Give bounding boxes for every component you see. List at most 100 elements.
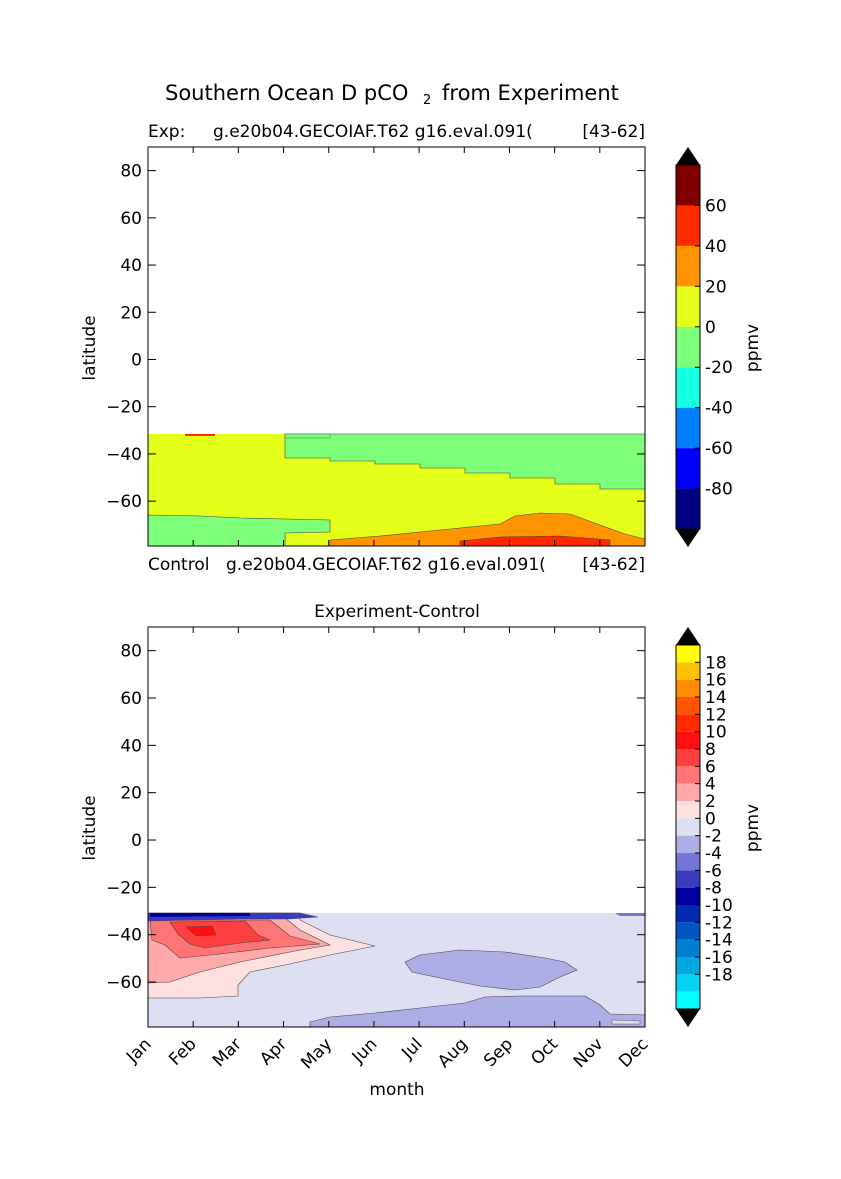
bottom-ytick-label: −40	[106, 926, 142, 946]
top-ytick-label: −40	[106, 445, 142, 465]
top-colorbar-swatch	[676, 165, 700, 206]
bottom-ytick-label: 0	[131, 831, 142, 851]
bottom-axes-frame	[147, 626, 646, 1028]
bottom-colorbar-swatch	[676, 922, 700, 940]
top-region-small-patch	[185, 434, 215, 436]
bottom-xtick-label: Sep	[480, 1034, 517, 1071]
top-region-40-60	[459, 535, 611, 546]
top-ytick-label: 20	[120, 303, 142, 323]
bottom-y-ticks: 80 60 40 20 0 −20 −40 −60	[106, 642, 645, 993]
bottom-xtick-label: Jul	[397, 1034, 426, 1063]
bottom-colorbar-swatch	[676, 749, 700, 767]
bottom-xtick-label: Jun	[348, 1034, 382, 1068]
bottom-ytick-label: −20	[106, 878, 142, 898]
top-region-neg20-0-south	[148, 514, 331, 546]
bottom-colorbar-swatch	[676, 731, 700, 749]
top-ytick-label: 60	[120, 209, 142, 229]
top-colorbar-swatch	[676, 448, 700, 489]
top-bottom-left-label: Control	[148, 555, 209, 575]
bottom-colorbar-tick-label: -4	[705, 844, 722, 864]
top-ylabel: latitude	[80, 315, 100, 380]
top-colorbar-swatch	[676, 205, 700, 246]
bottom-heatmap	[148, 912, 645, 1027]
bottom-ytick-label: 60	[120, 689, 142, 709]
bottom-colorbar-tick-label: 0	[705, 809, 716, 829]
bottom-colorbar-tick-label: -12	[705, 913, 733, 933]
top-panel: Exp: g.e20b04.GECOIAF.T62 g16.eval.091( …	[80, 122, 763, 575]
figure-title: Southern Ocean D pCO 2 from Experiment	[165, 81, 619, 108]
bottom-xlabel: month	[369, 1080, 424, 1100]
bottom-colorbar-tick-label: 6	[705, 757, 716, 777]
top-title-right: [43-62]	[582, 122, 645, 142]
bottom-xtick-label: Nov	[570, 1034, 608, 1072]
bottom-ytick-label: 20	[120, 784, 142, 804]
bottom-colorbar-swatch	[676, 697, 700, 715]
bottom-region-small-pocket	[611, 1019, 641, 1025]
top-colorbar-tick-label: -40	[705, 399, 733, 419]
top-colorbar-frame	[675, 164, 701, 530]
bottom-colorbar-swatch	[676, 939, 700, 957]
bottom-colorbar-tick-label: -16	[705, 948, 733, 968]
top-heatmap	[148, 433, 645, 546]
bottom-colorbar-tick-label: 10	[705, 723, 727, 743]
top-title-center: g.e20b04.GECOIAF.T62 g16.eval.091(	[213, 122, 533, 142]
bottom-colorbar-tick-label: -18	[705, 965, 733, 985]
top-title-left: Exp:	[148, 122, 185, 142]
bottom-colorbar-swatch	[676, 645, 700, 663]
top-ytick-label: −60	[106, 492, 142, 512]
top-colorbar-tick-label: 0	[705, 318, 716, 338]
bottom-colorbar-frame	[675, 644, 701, 1010]
top-ytick-label: 80	[120, 162, 142, 182]
bottom-xtick-label: Dec	[615, 1034, 652, 1071]
top-colorbar-tick-label: -20	[705, 358, 733, 378]
bottom-region-neg10-neg8	[150, 913, 250, 917]
bottom-colorbar-tick-label: -2	[705, 827, 722, 847]
bottom-colorbar-tick-label: 16	[705, 671, 727, 691]
top-colorbar-tick-label: 20	[705, 277, 727, 297]
top-colorbar-tick-label: -80	[705, 480, 733, 500]
top-colorbar-tick-label: 60	[705, 196, 727, 216]
bottom-colorbar-tick-label: 14	[705, 688, 727, 708]
bottom-colorbar-tick-label: -10	[705, 896, 733, 916]
bottom-region-neg4-neg2-south	[309, 995, 645, 1027]
bottom-ytick-label: 80	[120, 642, 142, 662]
figure-title-subscript: 2	[423, 93, 431, 108]
top-ytick-label: 0	[131, 350, 142, 370]
bottom-ylabel: latitude	[80, 795, 100, 860]
bottom-colorbar-tick-label: -14	[705, 931, 733, 951]
top-y-ticks: 80 60 40 20 0 −20 −40 −60	[106, 147, 646, 546]
top-ytick-label: −20	[106, 398, 142, 418]
bottom-colorbar-label: ppmv	[743, 804, 763, 852]
top-ytick-label: 40	[120, 256, 142, 276]
figure-title-main: Southern Ocean D pCO	[165, 81, 408, 105]
bottom-xtick-label: May	[297, 1034, 336, 1073]
bottom-colorbar-tick-label: 8	[705, 740, 716, 760]
bottom-colorbar-swatch	[676, 974, 700, 992]
bottom-colorbar-swatch	[676, 783, 700, 801]
bottom-colorbar-swatch	[676, 801, 700, 819]
top-colorbar-tick-label: -60	[705, 439, 733, 459]
bottom-title: Experiment-Control	[314, 602, 480, 622]
top-colorbar-swatch	[676, 326, 700, 368]
bottom-colorbar-min-arrow	[676, 1009, 700, 1027]
top-colorbar-tick-label: 40	[705, 237, 727, 257]
bottom-colorbar-swatch	[676, 679, 700, 697]
bottom-region-neg4-neg2-blob	[404, 949, 578, 991]
bottom-region-east-strip	[615, 913, 645, 916]
bottom-colorbar-swatch	[676, 905, 700, 923]
bottom-colorbar-swatch	[676, 870, 700, 888]
bottom-colorbar-tick-label: -8	[705, 879, 722, 899]
top-colorbar: 60 40 20 0 -20 -40 -60 -80	[675, 147, 733, 547]
figure-title-tail: from Experiment	[442, 81, 619, 105]
bottom-xtick-label: Oct	[527, 1034, 562, 1069]
top-colorbar-swatch	[676, 488, 700, 529]
top-axes-frame	[147, 146, 646, 547]
bottom-colorbar-tick-label: 2	[705, 792, 716, 812]
top-region-small-patch-green	[284, 433, 331, 439]
bottom-xtick-label: Jan	[122, 1034, 155, 1067]
top-colorbar-label: ppmv	[743, 324, 763, 372]
bottom-xtick-label: Apr	[256, 1034, 291, 1069]
